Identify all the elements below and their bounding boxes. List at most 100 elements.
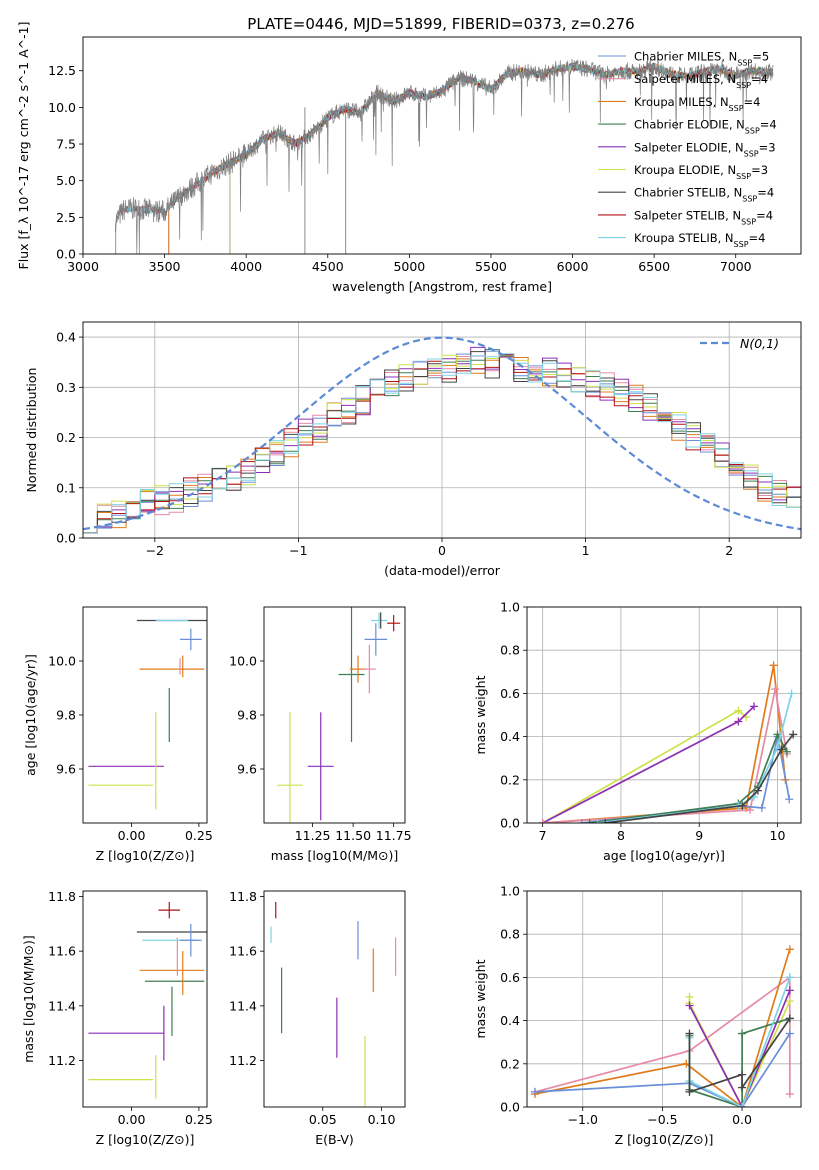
- x-tick-label: 1: [582, 543, 590, 558]
- x-tick-label: 6500: [638, 259, 670, 274]
- y-tick-label: 1.0: [500, 884, 520, 899]
- y-tick-label: 10.0: [48, 100, 76, 115]
- observed-spectrum: [115, 58, 774, 254]
- legend-label: Chabrier MILES, NSSP=5: [634, 50, 769, 68]
- figure-title: PLATE=0446, MJD=51899, FIBERID=0373, z=0…: [247, 15, 634, 33]
- x-tick-label: 3500: [149, 259, 181, 274]
- x-tick-label: 0.25: [185, 828, 213, 843]
- x-axis-label: Z [log10(Z/Z⊙)]: [96, 848, 195, 863]
- normal-curve: [83, 336, 801, 531]
- weight-marker: [785, 973, 794, 982]
- weight-marker: [734, 717, 743, 726]
- error-point: [338, 607, 365, 742]
- x-axis-label: mass [log10(M/M⊙)]: [271, 848, 399, 863]
- error-point: [276, 712, 303, 823]
- weight-line: [688, 990, 791, 1107]
- model-line: [168, 62, 773, 254]
- y-tick-label: 1.0: [500, 600, 520, 615]
- age_vs_Z-axes: 0.00 0.25 9.6 9.8 10.0 Z [log10(Z/Z⊙)] age [lo…: [23, 654, 213, 864]
- y-tick-label: 5.0: [56, 173, 76, 188]
- weight-marker: [738, 1083, 747, 1092]
- error-point: [370, 612, 388, 629]
- y-tick-label: 0.0: [500, 1100, 520, 1115]
- error-point: [362, 644, 376, 694]
- x-axis-label: wavelength [Angstrom, rest frame]: [332, 279, 552, 294]
- error-point: [158, 901, 181, 919]
- weight-marker: [785, 997, 794, 1006]
- y-tick-label: 0.6: [500, 970, 520, 985]
- x-tick-label: 0.00: [118, 1112, 146, 1127]
- x-tick-label: 0.10: [368, 1112, 396, 1127]
- y-tick-label: 0.4: [500, 1013, 520, 1028]
- x-axis-label: Z [log10(Z/Z⊙)]: [96, 1132, 195, 1147]
- y-axis-label: age [log10(age/yr)]: [23, 654, 38, 776]
- residuals-axes: −2 −1 0 1 2 0.0 0.1 0.2 0.3 0.4 (data-model)/error…: [24, 322, 801, 578]
- weight-marker: [787, 689, 796, 698]
- x-tick-label: 0.0: [732, 1112, 752, 1127]
- histogram-data: [83, 336, 801, 534]
- x-tick-label: 11.75: [376, 828, 412, 843]
- axes-frame: [82, 36, 802, 255]
- age_vs_Z-data: [88, 619, 207, 810]
- mass_vs_EBV-axes: 0.05 0.10 11.2 11.4 11.6 11.8 E(B-V): [229, 889, 395, 1147]
- model-line: [229, 62, 774, 254]
- axes-frame: [526, 890, 802, 1108]
- spectrum-axes: 3000 3500 4000 4500 5000 5500 6000 6500 7000 0.0 2…: [16, 22, 752, 294]
- y-tick-label: 9.6: [237, 762, 257, 777]
- y-tick-label: 11.8: [229, 889, 257, 904]
- y-tick-label: 0.4: [56, 330, 76, 345]
- x-tick-label: 0.00: [118, 828, 146, 843]
- y-tick-label: 0.2: [56, 430, 76, 445]
- x-tick-label: 2: [725, 543, 733, 558]
- x-tick-label: −1: [289, 543, 307, 558]
- y-axis-label: mass weight: [473, 959, 488, 1038]
- y-tick-label: 11.4: [48, 998, 76, 1013]
- x-tick-label: −2: [146, 543, 164, 558]
- y-tick-label: 9.8: [56, 708, 76, 723]
- y-tick-label: 12.5: [48, 63, 76, 78]
- legend-label: Salpeter MILES, NSSP=4: [634, 72, 768, 90]
- y-axis-label: Normed distribution: [24, 368, 39, 493]
- weight-marker: [785, 795, 794, 804]
- axes-frame: [82, 890, 208, 1108]
- spectrum-legend: Chabrier MILES, NSSP=5 Salpeter MILES, NS…: [598, 50, 777, 249]
- x-tick-label: −1.0: [568, 1112, 598, 1127]
- x-tick-label: 11.25: [295, 828, 331, 843]
- weight-marker: [789, 730, 798, 739]
- error-point: [307, 712, 334, 821]
- weight-marker: [738, 1029, 747, 1038]
- y-axis-label: mass [log10(M/M⊙)]: [21, 935, 36, 1063]
- y-tick-label: 0.0: [56, 531, 76, 546]
- y-tick-label: 11.8: [48, 889, 76, 904]
- weight-marker: [785, 945, 794, 954]
- y-tick-label: 10.0: [48, 654, 76, 669]
- y-tick-label: 9.8: [237, 708, 257, 723]
- axes-frame: [526, 606, 802, 824]
- x-tick-label: 5500: [475, 259, 507, 274]
- model-line: [168, 63, 774, 254]
- error-point: [180, 628, 202, 651]
- weight-marker: [734, 706, 743, 715]
- y-tick-label: 0.3: [56, 380, 76, 395]
- x-tick-label: 4000: [230, 259, 262, 274]
- histogram-series: [83, 353, 801, 534]
- x-tick-label: 11.50: [335, 828, 371, 843]
- x-tick-label: 3000: [67, 259, 99, 274]
- legend-label: Salpeter ELODIE, NSSP=3: [634, 140, 776, 158]
- mass_weight_vs_age-axes: 7 8 9 10 0.0 0.2 0.4 0.6 0.8 1.0 age [log10(age/yr…: [473, 600, 801, 863]
- y-tick-label: 0.8: [500, 927, 520, 942]
- y-tick-label: 11.2: [48, 1053, 76, 1068]
- axes-frame: [82, 321, 802, 539]
- y-axis-label: mass weight: [473, 675, 488, 754]
- weight-marker: [785, 1090, 794, 1099]
- y-tick-label: 9.6: [56, 762, 76, 777]
- y-tick-label: 7.5: [56, 137, 76, 152]
- weight-marker: [738, 801, 747, 810]
- x-tick-label: 6000: [557, 259, 589, 274]
- axes-frame: [263, 606, 406, 824]
- x-tick-label: 8: [617, 828, 625, 843]
- weight-marker: [753, 786, 762, 795]
- mass_weight_vs_Z-axes: −1.0 −0.5 0.0 0.0 0.2 0.4 0.6 0.8 1.0 Z [log10(Z/…: [473, 884, 801, 1147]
- y-tick-label: 0.4: [500, 729, 520, 744]
